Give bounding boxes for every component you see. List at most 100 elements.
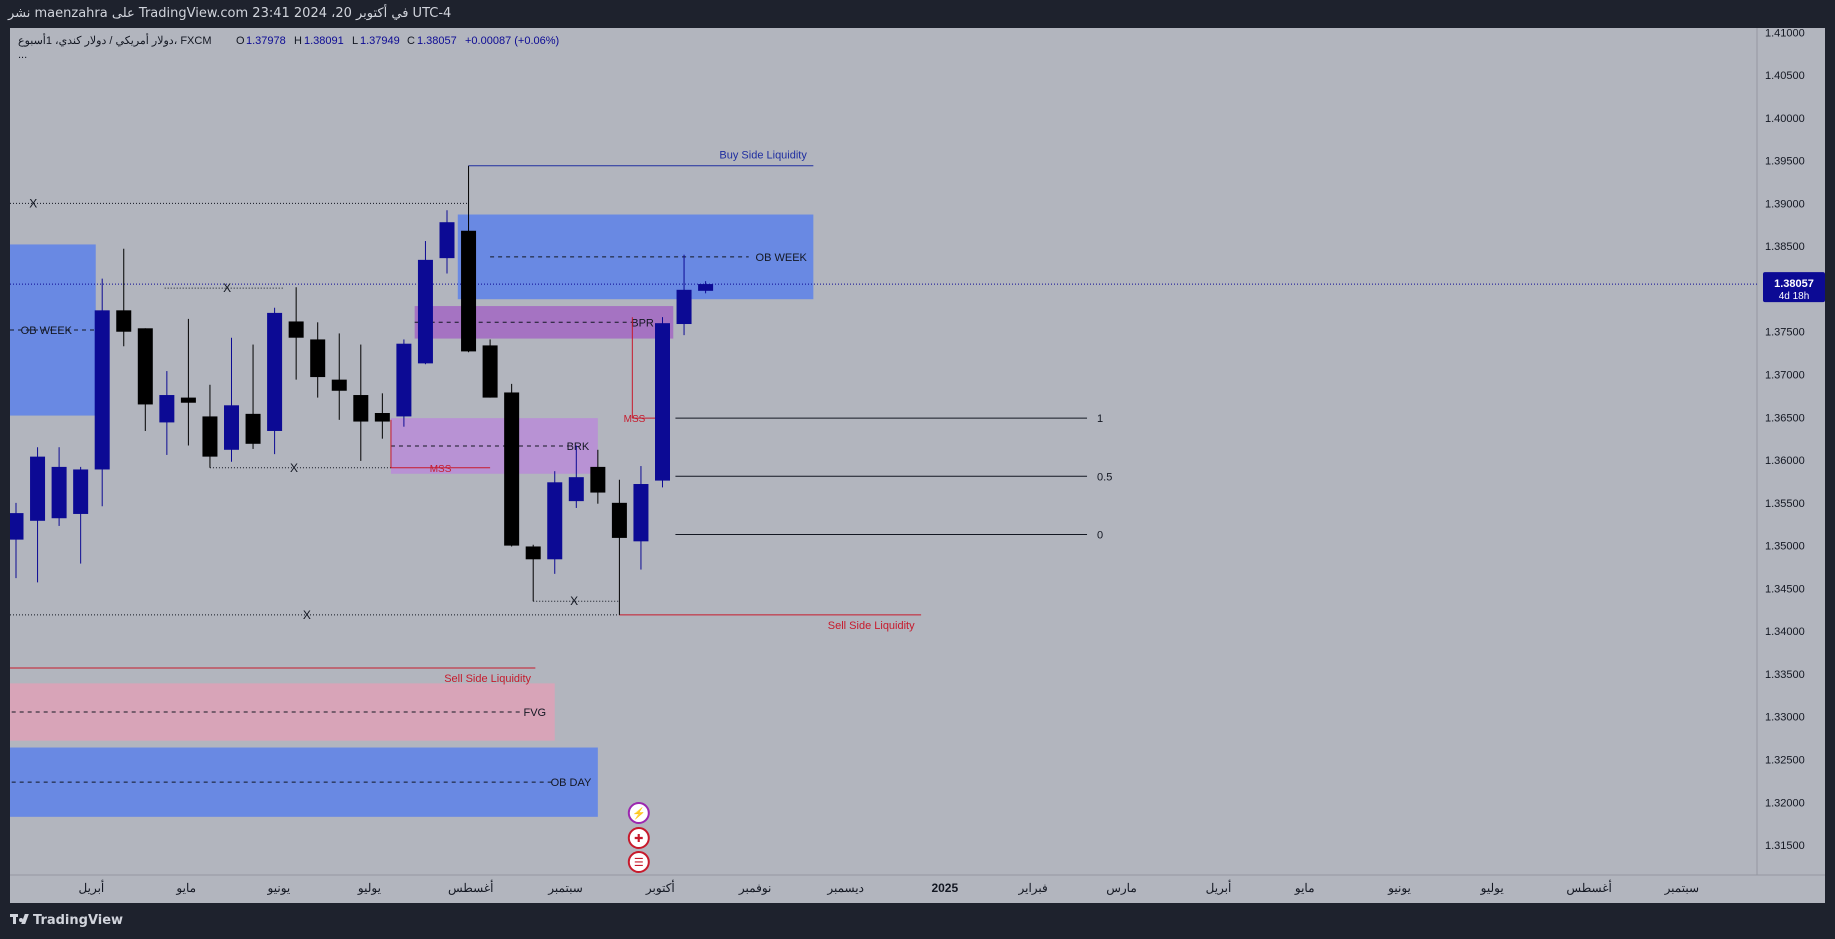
- mss-right-label: MSS: [624, 414, 646, 425]
- candle-body[interactable]: [331, 379, 347, 391]
- time-axis[interactable]: [10, 875, 1825, 903]
- time-tick-label: مايو: [175, 881, 196, 895]
- candle-body[interactable]: [288, 321, 304, 338]
- candle-body[interactable]: [611, 502, 627, 538]
- footer-bar: TradingView: [0, 903, 1835, 939]
- mss-left-label: MSS: [430, 464, 452, 475]
- candle-body[interactable]: [568, 477, 584, 502]
- candle-body[interactable]: [180, 397, 196, 403]
- candle-body[interactable]: [224, 405, 239, 450]
- tradingview-brand: TradingView: [33, 913, 124, 928]
- price-scale[interactable]: [1757, 28, 1825, 875]
- price-tick-label: 1.40500: [1765, 70, 1805, 82]
- price-tick-label: 1.34500: [1765, 583, 1805, 595]
- candle-body[interactable]: [30, 456, 46, 521]
- us-flag-icon[interactable]: [627, 851, 650, 873]
- candle-body[interactable]: [267, 312, 283, 431]
- time-tick-label: 2025: [931, 881, 958, 895]
- time-tick-label: يونيو: [267, 881, 291, 895]
- legend-close: 1.38057: [417, 35, 457, 47]
- price-tick-label: 1.37500: [1765, 327, 1805, 339]
- time-tick-label: سبتمبر: [1664, 881, 1699, 895]
- candle-body[interactable]: [439, 222, 455, 259]
- candle-body[interactable]: [482, 345, 498, 398]
- publish-header: نشر maenzahra على TradingView.com في أكت…: [0, 0, 1835, 28]
- right-frame: [1825, 28, 1835, 903]
- time-tick-label: فبراير: [1018, 881, 1048, 895]
- time-tick-label: أغسطس: [1566, 880, 1611, 895]
- bpr-label: BPR: [631, 317, 654, 329]
- x-mark-4-label: X: [570, 594, 578, 608]
- candle-body[interactable]: [417, 259, 433, 364]
- price-chart[interactable]: OB WEEK OB WEEK BPR BRK FVG OB DAY X X X X X Buy Si…: [0, 28, 1835, 903]
- ob-day-label: OB DAY: [551, 777, 592, 789]
- time-tick-label: مايو: [1294, 881, 1315, 895]
- time-tick-label: أغسطس: [448, 880, 493, 895]
- candle-body[interactable]: [51, 466, 67, 519]
- flash-event-icon-glyph: ⚡: [632, 807, 646, 820]
- legend-change: +0.00087 (+0.06%): [465, 35, 559, 47]
- flash-event-icon[interactable]: [627, 802, 650, 824]
- candle-body[interactable]: [676, 289, 692, 325]
- last-price-tag[interactable]: [1763, 272, 1825, 303]
- candle-body[interactable]: [73, 469, 89, 514]
- sell-side-liquidity-left-label: Sell Side Liquidity: [444, 673, 531, 685]
- time-tick-label: ديسمبر: [826, 881, 864, 895]
- legend-l-label: L: [352, 35, 358, 47]
- candle-body[interactable]: [353, 395, 369, 422]
- price-tick-label: 1.33000: [1765, 712, 1805, 724]
- candle-body[interactable]: [137, 328, 153, 405]
- candle-body[interactable]: [396, 343, 412, 417]
- fib-0-label: 0: [1097, 529, 1103, 541]
- price-tick-label: 1.40000: [1765, 113, 1805, 125]
- last-price-value: 1.38057: [1774, 278, 1814, 290]
- legend-open: 1.37978: [246, 35, 286, 47]
- time-tick-label: يونيو: [1387, 881, 1411, 895]
- time-tick-label: أبريل: [1206, 880, 1232, 895]
- candle-body[interactable]: [590, 466, 606, 493]
- time-tick-label: سبتمبر: [547, 881, 582, 895]
- candle-body[interactable]: [698, 284, 714, 291]
- canada-flag-icon[interactable]: [627, 827, 650, 849]
- candle-body[interactable]: [159, 395, 175, 423]
- candle-body[interactable]: [202, 416, 218, 457]
- price-tick-label: 1.36500: [1765, 412, 1805, 424]
- candle-body[interactable]: [94, 310, 110, 470]
- legend-low: 1.37949: [360, 35, 400, 47]
- candle-body[interactable]: [655, 323, 670, 481]
- candle-body[interactable]: [461, 230, 477, 352]
- price-tick-label: 1.33500: [1765, 669, 1805, 681]
- candle-body[interactable]: [10, 513, 24, 540]
- ob-week-left-label: OB WEEK: [21, 325, 73, 337]
- publish-line: نشر maenzahra على TradingView.com في أكت…: [8, 6, 452, 21]
- countdown-label: 4d 18h: [1779, 291, 1810, 302]
- candle-body[interactable]: [116, 310, 132, 332]
- candle-body[interactable]: [633, 484, 649, 542]
- tradingview-logo-icon: [10, 914, 29, 924]
- x-mark-5-label: X: [303, 608, 311, 622]
- legend-h-label: H: [294, 35, 302, 47]
- price-tick-label: 1.38500: [1765, 241, 1805, 253]
- legend-symbol: دولار أمريكي / دولار كندي، 1أسبوع، FXCM: [18, 33, 212, 47]
- x-mark-2-label: X: [223, 281, 231, 295]
- candle-body[interactable]: [504, 392, 520, 546]
- legend-o-label: O: [236, 35, 245, 47]
- canada-flag-icon-glyph: ✚: [634, 833, 643, 845]
- price-tick-label: 1.31500: [1765, 840, 1805, 852]
- price-tick-label: 1.32000: [1765, 797, 1805, 809]
- candle-body[interactable]: [245, 413, 261, 444]
- price-tick-label: 1.35000: [1765, 541, 1805, 553]
- candle-body[interactable]: [525, 546, 541, 560]
- candle-body[interactable]: [310, 339, 326, 378]
- candle-body[interactable]: [374, 413, 390, 422]
- x-mark-1-label: X: [29, 196, 37, 210]
- brk-label: BRK: [567, 441, 590, 453]
- tradingview-logo[interactable]: TradingView: [10, 913, 123, 928]
- legend-high: 1.38091: [304, 35, 344, 47]
- ob-week-top-label: OB WEEK: [756, 252, 808, 264]
- legend-more-button: ...: [18, 49, 27, 61]
- x-mark-3-label: X: [290, 461, 298, 475]
- candle-body[interactable]: [547, 482, 563, 560]
- time-tick-label: نوفمبر: [738, 881, 771, 895]
- price-tick-label: 1.32500: [1765, 755, 1805, 767]
